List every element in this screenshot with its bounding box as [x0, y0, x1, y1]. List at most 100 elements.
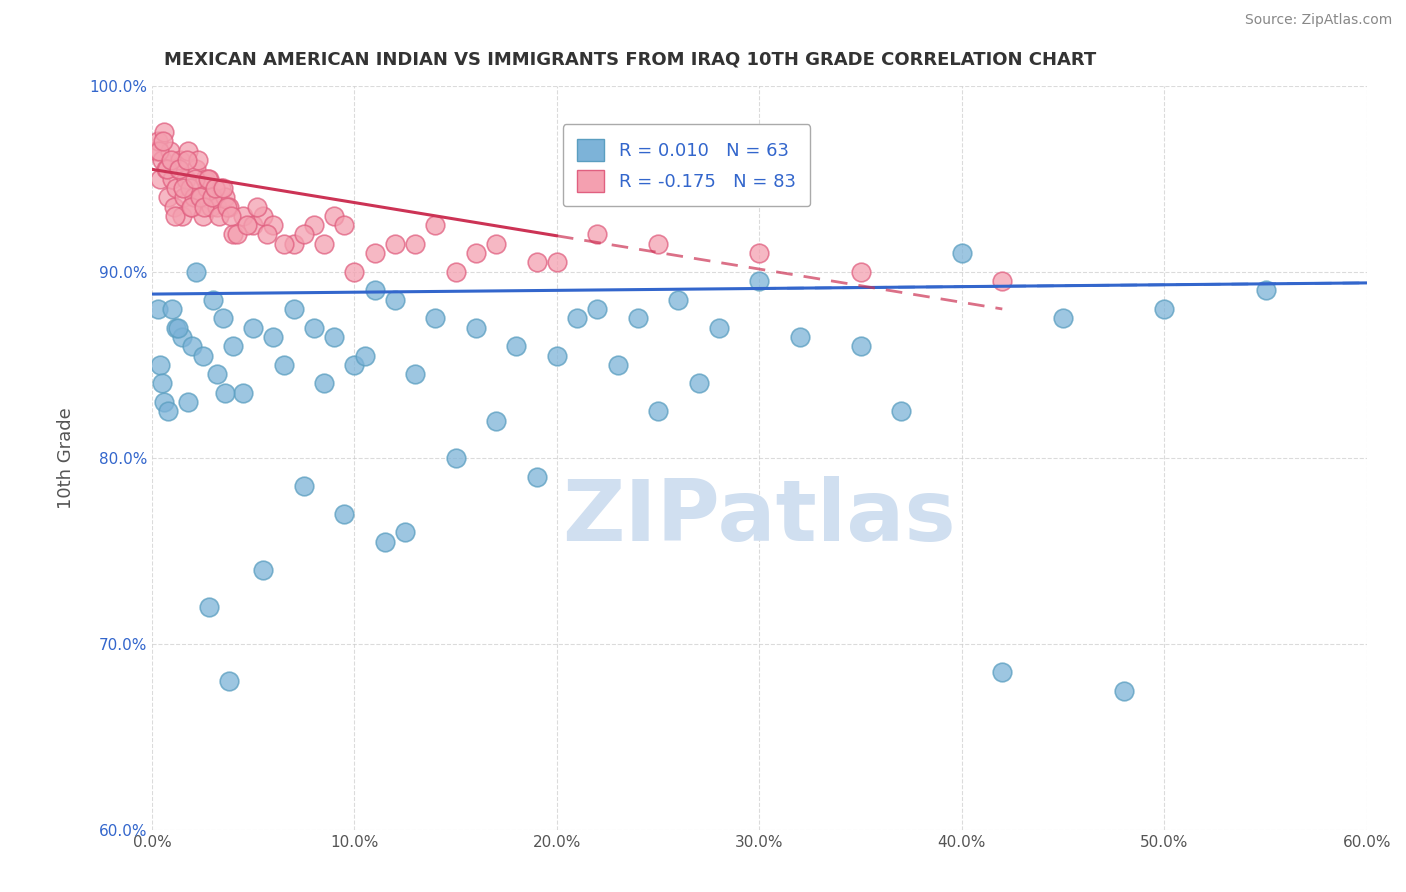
- Point: [343, 265, 366, 279]
- Point: [191, 209, 214, 223]
- Point: [485, 236, 508, 251]
- Point: [464, 246, 486, 260]
- Point: [627, 311, 650, 326]
- Point: [666, 293, 689, 307]
- Point: [160, 301, 183, 316]
- Point: [222, 227, 245, 242]
- Point: [323, 209, 346, 223]
- Point: [218, 200, 240, 214]
- Point: [312, 236, 335, 251]
- Point: [444, 450, 467, 465]
- Point: [160, 171, 183, 186]
- Point: [1153, 301, 1175, 316]
- Point: [214, 190, 236, 204]
- Point: [169, 153, 191, 167]
- Point: [353, 349, 375, 363]
- Point: [849, 339, 872, 353]
- Point: [404, 367, 426, 381]
- Point: [546, 349, 568, 363]
- Point: [606, 358, 628, 372]
- Point: [485, 414, 508, 428]
- Point: [177, 395, 200, 409]
- Point: [302, 218, 325, 232]
- Point: [165, 320, 187, 334]
- Point: [176, 171, 198, 186]
- Point: [183, 190, 205, 204]
- Point: [163, 200, 186, 214]
- Point: [157, 190, 180, 204]
- Point: [647, 236, 669, 251]
- Point: [215, 200, 238, 214]
- Point: [991, 274, 1014, 288]
- Point: [167, 320, 190, 334]
- Point: [186, 162, 208, 177]
- Text: ZIPatlas: ZIPatlas: [562, 476, 956, 559]
- Legend: R = 0.010   N = 63, R = -0.175   N = 83: R = 0.010 N = 63, R = -0.175 N = 83: [562, 124, 810, 206]
- Point: [181, 339, 204, 353]
- Point: [191, 349, 214, 363]
- Point: [167, 162, 190, 177]
- Point: [186, 265, 208, 279]
- Point: [204, 181, 226, 195]
- Point: [384, 293, 406, 307]
- Point: [505, 339, 527, 353]
- Point: [208, 209, 231, 223]
- Point: [565, 311, 588, 326]
- Point: [165, 209, 187, 223]
- Point: [283, 301, 305, 316]
- Point: [209, 181, 232, 195]
- Point: [201, 190, 224, 204]
- Point: [1052, 311, 1074, 326]
- Point: [236, 218, 259, 232]
- Point: [218, 674, 240, 689]
- Point: [242, 320, 264, 334]
- Point: [252, 209, 274, 223]
- Text: Source: ZipAtlas.com: Source: ZipAtlas.com: [1244, 13, 1392, 28]
- Point: [146, 301, 169, 316]
- Point: [890, 404, 912, 418]
- Point: [165, 181, 187, 195]
- Point: [172, 209, 194, 223]
- Point: [363, 284, 385, 298]
- Point: [150, 153, 173, 167]
- Point: [374, 534, 396, 549]
- Text: MEXICAN AMERICAN INDIAN VS IMMIGRANTS FROM IRAQ 10TH GRADE CORRELATION CHART: MEXICAN AMERICAN INDIAN VS IMMIGRANTS FR…: [165, 51, 1097, 69]
- Point: [302, 320, 325, 334]
- Point: [200, 200, 222, 214]
- Point: [849, 265, 872, 279]
- Point: [226, 227, 249, 242]
- Point: [384, 236, 406, 251]
- Point: [145, 144, 167, 158]
- Point: [950, 246, 973, 260]
- Point: [211, 311, 233, 326]
- Point: [404, 236, 426, 251]
- Point: [586, 301, 609, 316]
- Point: [184, 171, 207, 186]
- Point: [205, 367, 228, 381]
- Point: [172, 181, 194, 195]
- Point: [190, 190, 212, 204]
- Point: [283, 236, 305, 251]
- Point: [323, 330, 346, 344]
- Point: [363, 246, 385, 260]
- Point: [153, 395, 176, 409]
- Point: [219, 209, 242, 223]
- Point: [177, 144, 200, 158]
- Point: [188, 190, 211, 204]
- Point: [232, 385, 254, 400]
- Point: [256, 227, 278, 242]
- Point: [444, 265, 467, 279]
- Point: [292, 227, 315, 242]
- Point: [157, 404, 180, 418]
- Point: [201, 293, 224, 307]
- Point: [150, 376, 173, 391]
- Point: [292, 479, 315, 493]
- Point: [312, 376, 335, 391]
- Point: [546, 255, 568, 269]
- Point: [262, 330, 284, 344]
- Point: [789, 330, 811, 344]
- Point: [252, 563, 274, 577]
- Point: [222, 339, 245, 353]
- Point: [149, 171, 172, 186]
- Point: [211, 181, 233, 195]
